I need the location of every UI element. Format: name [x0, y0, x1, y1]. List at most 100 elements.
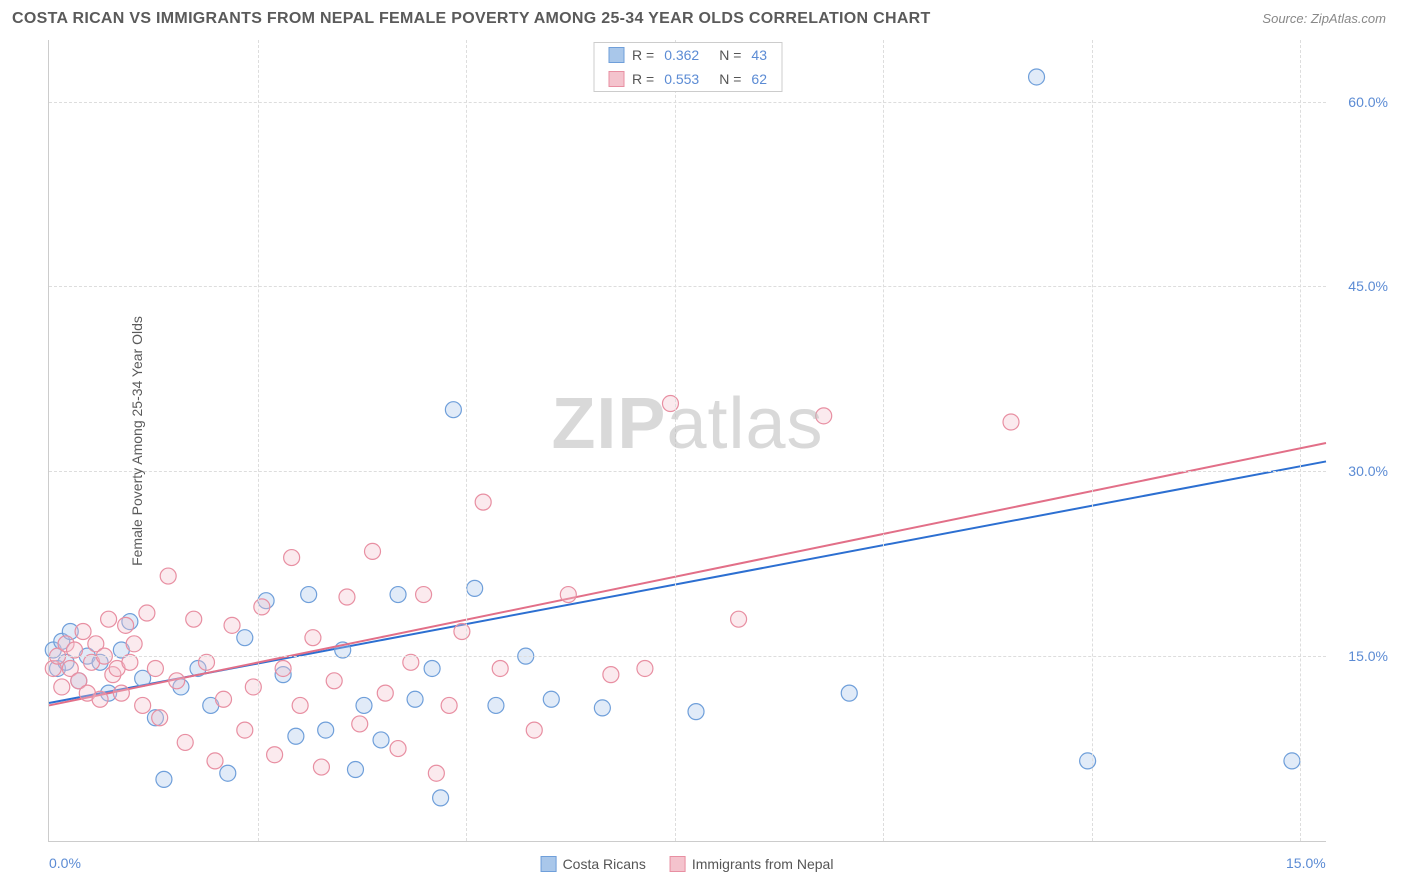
- scatter-point: [407, 691, 423, 707]
- trend-line: [49, 443, 1326, 705]
- legend-r-value: 0.553: [664, 71, 699, 87]
- ytick-label: 30.0%: [1332, 463, 1388, 479]
- scatter-point: [126, 636, 142, 652]
- scatter-point: [603, 667, 619, 683]
- legend-swatch-icon: [608, 47, 624, 63]
- gridline-h: [49, 286, 1326, 287]
- scatter-point: [365, 543, 381, 559]
- xtick-label: 15.0%: [1286, 855, 1326, 871]
- scatter-point: [347, 762, 363, 778]
- legend-stat-row: R =0.553N =62: [594, 67, 781, 91]
- scatter-point: [186, 611, 202, 627]
- scatter-point: [445, 402, 461, 418]
- scatter-point: [356, 697, 372, 713]
- legend-stat-row: R =0.362N =43: [594, 43, 781, 67]
- scatter-point: [1284, 753, 1300, 769]
- scatter-point: [594, 700, 610, 716]
- scatter-point: [339, 589, 355, 605]
- scatter-point: [428, 765, 444, 781]
- scatter-point: [318, 722, 334, 738]
- scatter-point: [488, 697, 504, 713]
- chart-header: COSTA RICAN VS IMMIGRANTS FROM NEPAL FEM…: [0, 0, 1406, 30]
- scatter-point: [156, 771, 172, 787]
- chart-container: ZIPatlas R =0.362N =43R =0.553N =62 15.0…: [48, 40, 1326, 842]
- scatter-point: [54, 679, 70, 695]
- scatter-point: [75, 624, 91, 640]
- chart-source: Source: ZipAtlas.com: [1262, 11, 1386, 26]
- legend-stats: R =0.362N =43R =0.553N =62: [593, 42, 782, 92]
- scatter-point: [216, 691, 232, 707]
- scatter-point: [139, 605, 155, 621]
- scatter-point: [816, 408, 832, 424]
- chart-title: COSTA RICAN VS IMMIGRANTS FROM NEPAL FEM…: [12, 10, 931, 28]
- legend-item-label: Costa Ricans: [563, 856, 646, 872]
- gridline-v: [1092, 40, 1093, 841]
- legend-item-label: Immigrants from Nepal: [692, 856, 834, 872]
- scatter-point: [292, 697, 308, 713]
- gridline-h: [49, 471, 1326, 472]
- scatter-point: [288, 728, 304, 744]
- scatter-point: [467, 580, 483, 596]
- scatter-point: [152, 710, 168, 726]
- scatter-point: [377, 685, 393, 701]
- legend-n-label: N =: [719, 71, 741, 87]
- legend-r-label: R =: [632, 47, 654, 63]
- scatter-point: [390, 587, 406, 603]
- scatter-point: [267, 747, 283, 763]
- legend-n-label: N =: [719, 47, 741, 63]
- scatter-point: [207, 753, 223, 769]
- gridline-v: [1300, 40, 1301, 841]
- legend-bottom: Costa Ricans Immigrants from Nepal: [541, 856, 834, 872]
- scatter-point: [113, 685, 129, 701]
- ytick-label: 15.0%: [1332, 648, 1388, 664]
- scatter-point: [373, 732, 389, 748]
- legend-r-value: 0.362: [664, 47, 699, 63]
- scatter-point: [526, 722, 542, 738]
- scatter-point: [305, 630, 321, 646]
- scatter-point: [275, 660, 291, 676]
- scatter-point: [147, 660, 163, 676]
- ytick-label: 45.0%: [1332, 278, 1388, 294]
- ytick-label: 60.0%: [1332, 94, 1388, 110]
- scatter-point: [177, 734, 193, 750]
- legend-swatch-icon: [541, 856, 557, 872]
- scatter-point: [313, 759, 329, 775]
- scatter-point: [160, 568, 176, 584]
- gridline-v: [466, 40, 467, 841]
- scatter-point: [475, 494, 491, 510]
- scatter-point: [326, 673, 342, 689]
- scatter-point: [454, 624, 470, 640]
- gridline-v: [883, 40, 884, 841]
- plot-svg: [49, 40, 1326, 841]
- legend-item: Immigrants from Nepal: [670, 856, 834, 872]
- scatter-point: [220, 765, 236, 781]
- scatter-point: [254, 599, 270, 615]
- scatter-point: [560, 587, 576, 603]
- scatter-point: [492, 660, 508, 676]
- scatter-point: [1029, 69, 1045, 85]
- xtick-label: 0.0%: [49, 855, 81, 871]
- legend-r-label: R =: [632, 71, 654, 87]
- scatter-point: [237, 630, 253, 646]
- scatter-point: [224, 617, 240, 633]
- scatter-point: [390, 741, 406, 757]
- gridline-v: [258, 40, 259, 841]
- scatter-point: [135, 697, 151, 713]
- legend-swatch-icon: [608, 71, 624, 87]
- legend-item: Costa Ricans: [541, 856, 646, 872]
- plot-area: ZIPatlas R =0.362N =43R =0.553N =62 15.0…: [48, 40, 1326, 842]
- scatter-point: [245, 679, 261, 695]
- scatter-point: [731, 611, 747, 627]
- legend-swatch-icon: [670, 856, 686, 872]
- scatter-point: [424, 660, 440, 676]
- gridline-h: [49, 102, 1326, 103]
- scatter-point: [237, 722, 253, 738]
- scatter-point: [1080, 753, 1096, 769]
- scatter-point: [688, 704, 704, 720]
- scatter-point: [301, 587, 317, 603]
- scatter-point: [662, 396, 678, 412]
- scatter-point: [441, 697, 457, 713]
- gridline-h: [49, 656, 1326, 657]
- gridline-v: [675, 40, 676, 841]
- scatter-point: [118, 617, 134, 633]
